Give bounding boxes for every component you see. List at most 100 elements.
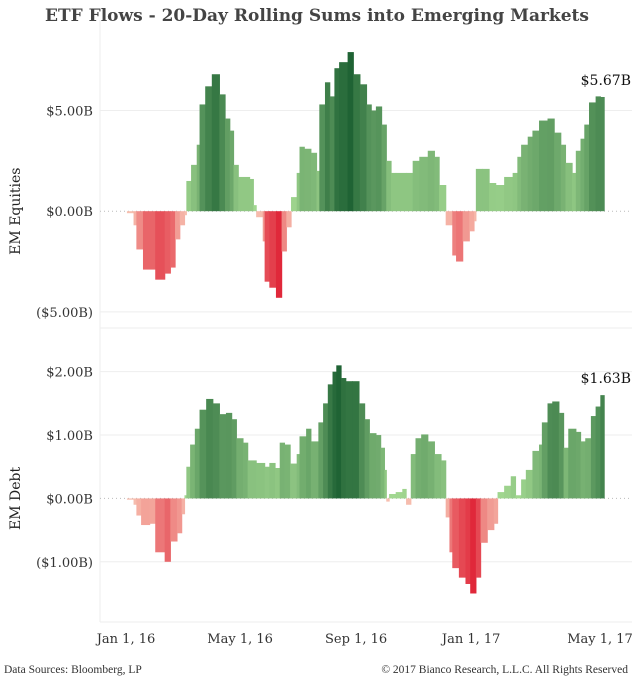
bar [242,442,249,499]
bar [142,211,156,270]
bar [539,120,549,212]
bar [324,82,331,212]
bar [521,479,527,499]
bar [253,205,257,212]
y-tick-label: ($5.00B) [36,306,93,321]
bar [563,447,569,499]
bar [358,403,366,499]
bar [126,211,135,214]
bar [264,466,270,499]
bar [410,454,417,499]
bar [469,211,475,232]
bar [572,172,577,212]
bar [473,211,477,222]
bar [442,185,447,212]
bar [296,172,301,212]
bar [155,498,166,553]
bar [381,124,387,212]
bar [318,422,324,499]
bar [231,419,237,499]
bar [136,498,142,516]
bar [375,435,382,499]
bar [249,178,254,212]
bar [371,110,377,212]
bar [427,441,435,499]
bar [334,68,340,212]
bar [176,498,183,534]
bar [184,211,187,216]
bar [600,96,605,212]
bar [475,168,484,212]
bar [389,493,397,499]
bar [595,96,601,212]
bar [332,371,337,499]
bar [560,144,567,212]
bar [517,156,522,212]
bar [205,86,213,212]
bar [341,378,347,499]
bar [480,498,488,543]
bar [590,416,597,499]
bar [323,403,329,499]
y-tick-label: $0.00B [46,205,93,220]
y-axis-label: EM Equities [8,168,24,255]
bar [580,441,586,499]
bar [149,498,156,524]
bar [190,444,196,499]
last-value-label: $5.67B [581,73,631,89]
bar [532,450,540,499]
bar [181,498,186,515]
bar [406,498,412,505]
bar [238,176,251,212]
bar [194,428,201,499]
bar [141,498,151,526]
bar [406,172,414,212]
y-axis-label: EM Debt [8,467,24,530]
bar [291,197,298,212]
bar [352,381,360,499]
bar [269,462,276,499]
bar [504,485,512,499]
bar [299,146,305,212]
bar [449,498,453,553]
data-source-note: Data Sources: Bloomberg, LP [4,664,142,676]
bar [299,436,307,499]
bar [395,172,407,212]
bar [445,211,453,226]
bar [434,156,440,212]
bar [369,433,377,499]
bar [133,498,137,505]
bar [347,52,354,212]
bar [395,492,403,499]
bar [595,406,601,499]
bar [329,96,336,212]
bar [470,498,477,594]
bar [458,498,467,578]
bar [497,492,505,499]
bar [589,102,597,212]
bar [184,495,187,499]
bar [359,84,368,212]
bar [515,495,522,499]
bar [336,365,342,499]
bar [421,434,429,499]
bar [439,185,444,212]
bar [552,401,560,499]
bar [366,104,372,212]
bar [434,454,442,499]
bar [547,403,553,499]
bar [269,211,277,288]
bar [229,130,235,212]
bar [327,384,334,499]
bar [206,398,214,499]
bar [199,409,207,499]
x-tick-label: May 1, 17 [567,632,633,647]
bar [186,466,191,499]
bar [580,138,585,212]
bar [164,498,171,562]
bar [339,62,349,212]
bar [482,168,490,212]
bar [539,444,543,499]
bar [275,211,283,298]
bar [512,172,518,212]
